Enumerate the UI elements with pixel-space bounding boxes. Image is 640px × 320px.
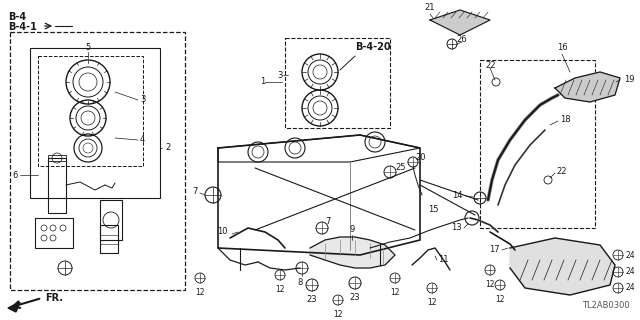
Bar [35, 218, 73, 248]
Text: 11: 11 [438, 255, 449, 265]
Text: 7: 7 [193, 188, 198, 196]
Text: B-4-1: B-4-1 [8, 22, 37, 32]
Polygon shape [510, 238, 615, 295]
Text: 25: 25 [395, 164, 406, 172]
Polygon shape [8, 302, 20, 312]
Bar [480, 60, 595, 228]
Polygon shape [310, 237, 395, 268]
Text: 24: 24 [625, 268, 635, 276]
Text: B-4: B-4 [8, 12, 26, 22]
Text: TL2AB0300: TL2AB0300 [582, 301, 630, 310]
Bar [48, 155, 66, 161]
Text: 7: 7 [325, 218, 330, 227]
Text: 12: 12 [495, 295, 505, 304]
Text: 23: 23 [349, 293, 360, 302]
Text: 12: 12 [428, 298, 436, 307]
Text: FR.: FR. [45, 293, 63, 303]
Text: 3: 3 [278, 70, 283, 79]
Text: 1: 1 [260, 77, 265, 86]
Bar [100, 225, 118, 253]
Text: 12: 12 [333, 310, 343, 319]
Text: 20: 20 [415, 154, 426, 163]
Bar [48, 158, 66, 213]
Text: 9: 9 [349, 225, 355, 234]
Text: 10: 10 [218, 228, 228, 236]
Text: 12: 12 [275, 285, 285, 294]
Text: 19: 19 [624, 76, 634, 84]
Text: 12: 12 [485, 280, 495, 289]
Text: 17: 17 [490, 245, 500, 254]
Text: 3: 3 [140, 95, 145, 105]
Text: 8: 8 [298, 278, 303, 287]
Text: 13: 13 [451, 223, 462, 233]
Text: 4: 4 [140, 135, 145, 145]
Text: 22: 22 [485, 60, 495, 69]
Text: 12: 12 [195, 288, 205, 297]
Text: 26: 26 [456, 36, 467, 44]
Text: 21: 21 [425, 3, 435, 12]
Text: B-4-20: B-4-20 [355, 42, 390, 52]
Text: 14: 14 [452, 190, 463, 199]
Bar [100, 200, 122, 240]
Polygon shape [555, 72, 620, 102]
Text: 2: 2 [165, 143, 170, 153]
Bar [30, 48, 160, 198]
Text: 24: 24 [625, 251, 635, 260]
Text: 22: 22 [556, 167, 566, 177]
Text: 12: 12 [390, 288, 400, 297]
Text: 16: 16 [557, 43, 567, 52]
Bar [10, 32, 185, 290]
Text: 15: 15 [428, 205, 438, 214]
Polygon shape [430, 10, 490, 35]
Text: 6: 6 [12, 171, 17, 180]
Text: 23: 23 [307, 295, 317, 304]
Text: 24: 24 [625, 284, 635, 292]
Text: 18: 18 [560, 116, 571, 124]
Bar [38, 56, 143, 166]
Bar [285, 38, 390, 128]
Text: 5: 5 [85, 43, 91, 52]
